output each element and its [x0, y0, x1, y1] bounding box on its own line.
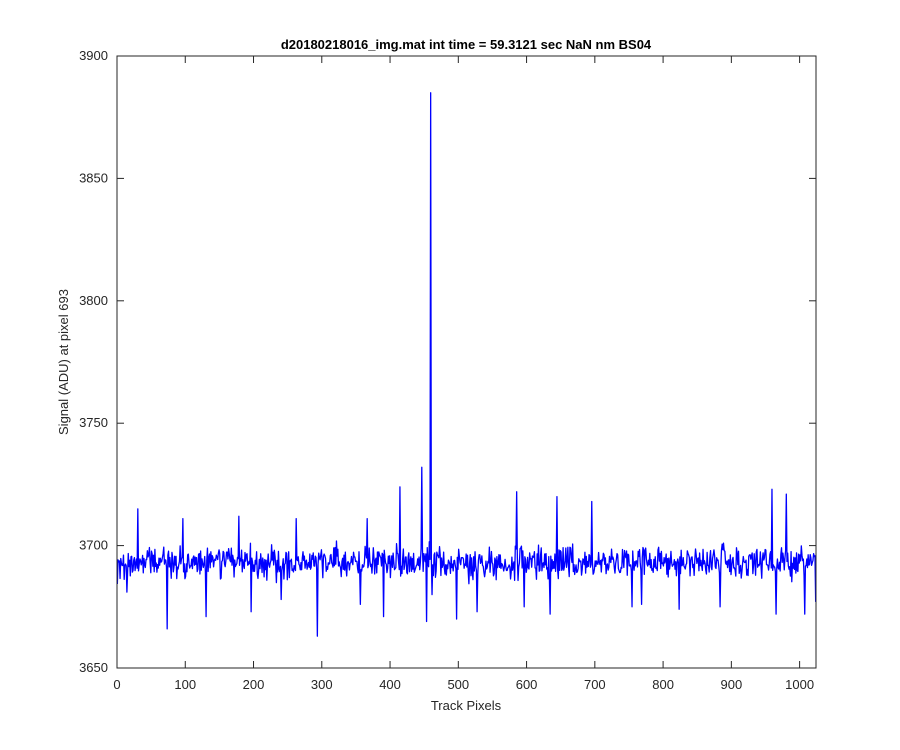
x-tick-label: 700 [584, 677, 606, 692]
signal-trace-layer [116, 92, 817, 637]
x-tick-label: 0 [113, 677, 120, 692]
x-tick-label: 400 [379, 677, 401, 692]
y-axis: 3650 3700 3750 3800 3850 3900 [79, 48, 816, 675]
x-tick-label: 500 [447, 677, 469, 692]
chart-title: d20180218016_img.mat int time = 59.3121 … [281, 37, 652, 52]
y-tick-label: 3850 [79, 170, 108, 185]
plot-area [117, 56, 816, 668]
y-tick-label: 3750 [79, 415, 108, 430]
x-tick-label: 100 [174, 677, 196, 692]
y-tick-label: 3700 [79, 538, 108, 553]
y-tick-label: 3800 [79, 293, 108, 308]
x-axis: 0 100 200 300 400 500 600 700 800 900 1000 [113, 56, 814, 692]
x-tick-label: 200 [243, 677, 265, 692]
y-tick-label: 3900 [79, 48, 108, 63]
x-tick-label: 900 [721, 677, 743, 692]
x-tick-label: 300 [311, 677, 333, 692]
x-tick-label: 800 [652, 677, 674, 692]
x-tick-label: 1000 [785, 677, 814, 692]
axes-box [116, 55, 817, 669]
x-tick-label: 600 [516, 677, 538, 692]
y-axis-label: Signal (ADU) at pixel 693 [56, 289, 71, 435]
signal-line [116, 92, 817, 637]
y-tick-label: 3650 [79, 660, 108, 675]
x-axis-label: Track Pixels [431, 698, 502, 713]
